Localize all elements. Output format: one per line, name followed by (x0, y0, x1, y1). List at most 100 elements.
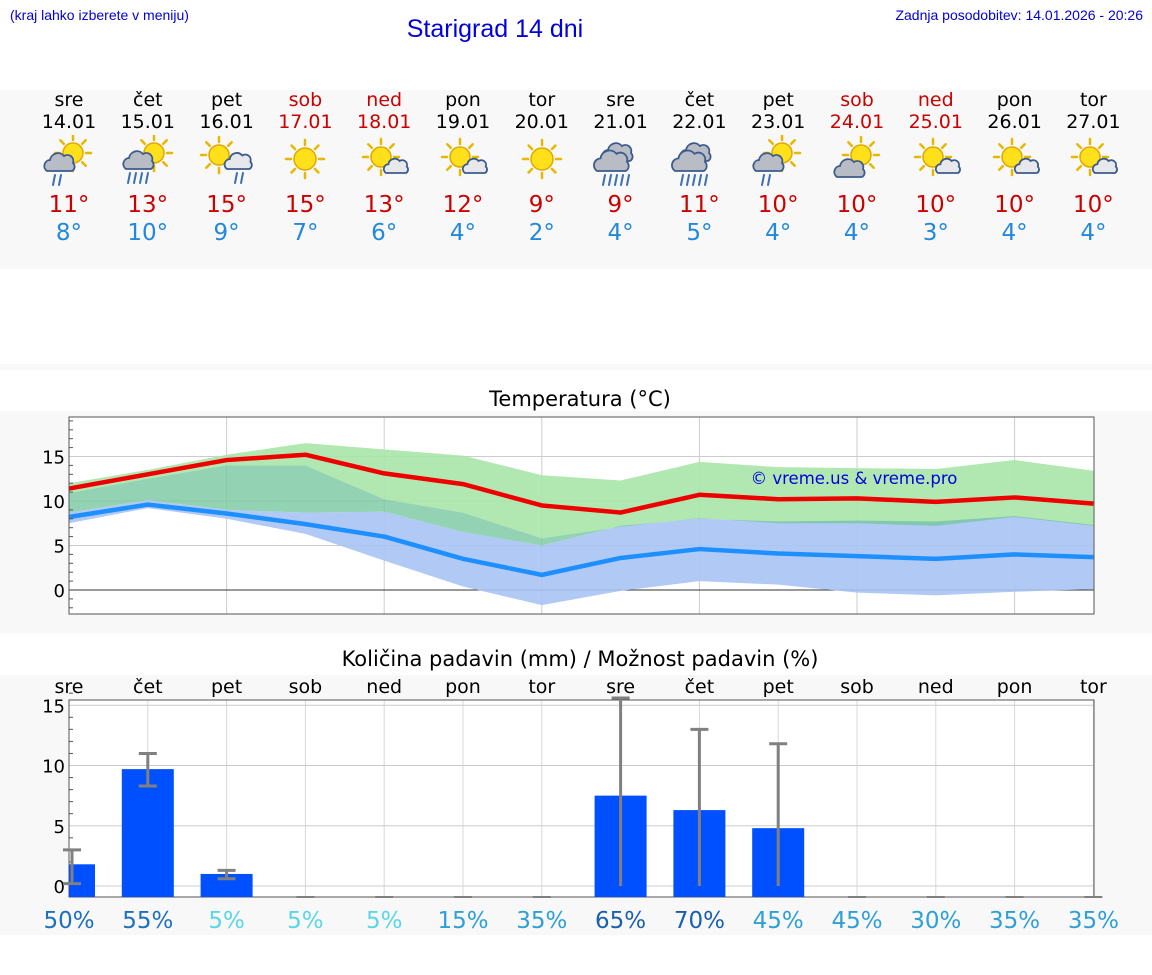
sun-small-cloud-icon (361, 137, 410, 177)
precip-day-label: pon (445, 676, 481, 698)
precip-plot-area (69, 700, 1094, 897)
day-date: 21.01 (593, 111, 648, 133)
precip-day-label: pet (763, 676, 794, 698)
precip-probability: 70% (674, 908, 725, 934)
sun-cloud-light-rain-right-icon (199, 135, 253, 184)
precip-probability: 45% (831, 908, 882, 934)
precip-plot-frame (68, 699, 1095, 898)
day-name: pet (210, 89, 243, 111)
precip-day-label: čet (133, 676, 163, 698)
precip-ytick-label: 5 (54, 817, 65, 838)
precip-day-label: sre (606, 676, 635, 698)
day-name: čet (684, 89, 715, 111)
day-date: 27.01 (1066, 111, 1121, 133)
day-date: 25.01 (908, 111, 963, 133)
forecast-day: pet 16.01 15° 9° (187, 89, 267, 247)
temp-min: 4° (607, 220, 634, 246)
sun-cloud-rain-icon (122, 135, 174, 184)
day-date: 23.01 (750, 111, 806, 133)
temp-max: 9° (528, 192, 555, 218)
temp-max: 15° (285, 192, 326, 218)
sun-cloud-light-rain-icon (752, 135, 802, 186)
precip-day-label: tor (1080, 676, 1107, 698)
temp-ytick-label: 10 (42, 492, 65, 513)
temp-ytick-label: 0 (54, 581, 65, 602)
precip-probability: 15% (437, 908, 488, 934)
precip-ytick-label: 10 (42, 757, 65, 778)
day-date: 17.01 (278, 111, 333, 133)
day-name: čet (133, 89, 163, 111)
max-temp-range-band (69, 443, 1094, 539)
watermark: © vreme.us & vreme.pro (751, 469, 958, 488)
sun-icon (521, 138, 563, 180)
day-name: sob (288, 89, 323, 111)
sun-cloud-icon (833, 135, 881, 178)
temp-min: 4° (843, 220, 871, 246)
sun-small-cloud-icon (913, 137, 961, 177)
clouds-rain-icon (592, 142, 634, 186)
sun-cloud-light-rain-icon (43, 135, 93, 186)
precipitation-chart-title: Količina padavin (mm) / Možnost padavin … (341, 647, 819, 671)
precip-day-label: sre (55, 676, 84, 698)
forecast-day: sob 17.01 15° 7° (265, 89, 345, 247)
forecast-day: čet 15.01 13° 10° (108, 89, 188, 247)
location-menu-hint: (kraj lahko izberete v meniju) (10, 7, 189, 23)
forecast-day: sob 24.01 10° 4° (817, 89, 897, 247)
forecast-day: pon 19.01 12° 4° (423, 89, 503, 247)
day-date: 14.01 (41, 111, 97, 133)
forecast-day: sre 14.01 11° 8° (29, 89, 109, 247)
sun-small-cloud-icon (1071, 137, 1119, 177)
temp-min: 3° (922, 220, 949, 246)
day-name: pet (762, 89, 794, 111)
forecast-day: ned 18.01 13° 6° (344, 89, 424, 247)
temp-plot-frame (68, 416, 1095, 615)
precip-day-label: sob (289, 676, 323, 698)
temp-min: 4° (1080, 220, 1107, 246)
precip-ytick-label: 15 (42, 696, 65, 717)
precip-probability: 5% (366, 908, 403, 934)
day-date: 15.01 (120, 111, 175, 133)
temp-min: 4° (449, 220, 477, 246)
temp-min: 8° (55, 220, 83, 246)
day-name: sre (54, 89, 84, 111)
day-name: pon (996, 89, 1033, 111)
forecast-day: pet 23.01 10° 4° (738, 89, 818, 247)
precip-ytick-label: 0 (54, 877, 65, 898)
precip-probability: 65% (595, 908, 646, 934)
day-name: ned (917, 89, 954, 111)
temp-overlap-band (69, 465, 1094, 546)
forecast-strip (0, 90, 1152, 269)
day-date: 26.01 (987, 111, 1042, 133)
temp-min: 7° (292, 220, 319, 246)
precip-probability: 35% (516, 908, 567, 934)
temp-min: 2° (528, 220, 555, 246)
sun-small-cloud-icon (440, 137, 488, 177)
precip-probability: 5% (287, 908, 324, 934)
precip-probability: 35% (989, 908, 1040, 934)
day-name: pon (445, 89, 481, 111)
forecast-day: tor 20.01 9° 2° (502, 89, 582, 247)
day-name: sre (606, 89, 636, 111)
day-date: 22.01 (672, 111, 727, 133)
temp-max: 9° (607, 192, 634, 218)
page-title: Starigrad 14 dni (406, 15, 584, 43)
sun-icon (285, 138, 326, 180)
precip-day-label: sob (840, 676, 874, 698)
precip-probability: 30% (910, 908, 961, 934)
temp-min: 4° (765, 220, 792, 246)
day-name: tor (528, 89, 556, 111)
forecast-day: sre 21.01 9° 4° (581, 89, 661, 247)
temp-min: 9° (213, 220, 240, 246)
temp-min: 4° (1001, 220, 1028, 246)
day-date: 16.01 (199, 111, 254, 133)
temp-max: 15° (206, 192, 247, 218)
temp-min: 5° (686, 220, 713, 246)
precip-day-label: tor (528, 676, 555, 698)
forecast-day: pon 26.01 10° 4° (975, 89, 1055, 247)
clouds-rain-icon (671, 142, 712, 186)
forecast-day: tor 27.01 10° 4° (1053, 89, 1133, 247)
precip-bar (121, 769, 174, 897)
temp-max: 10° (994, 192, 1035, 218)
